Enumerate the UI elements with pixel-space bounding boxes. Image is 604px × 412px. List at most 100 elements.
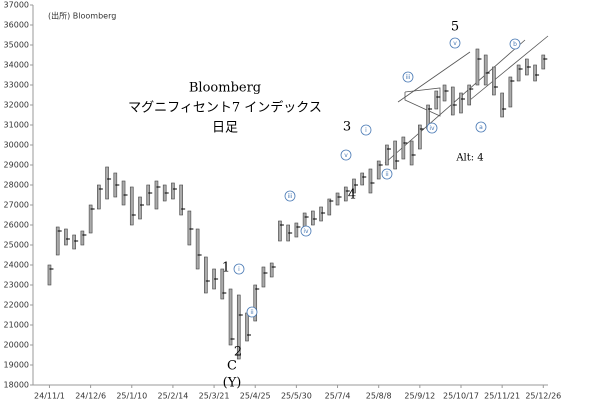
- x-tick-label: 24/11/1: [34, 392, 65, 401]
- sub-wave-marker: [381, 168, 393, 180]
- sub-wave-label: i: [365, 127, 367, 134]
- sub-wave-marker: [246, 306, 258, 318]
- price-bar: [269, 262, 274, 278]
- x-tick-label: 25/11/21: [484, 392, 520, 401]
- sub-wave-marker: [360, 124, 372, 136]
- y-tick-label: 25000: [4, 241, 29, 250]
- price-bar: [72, 234, 76, 250]
- y-tick-label: 24000: [4, 261, 29, 270]
- x-tick-label: 25/2/14: [157, 392, 188, 401]
- price-bar: [401, 136, 406, 160]
- price-bar: [343, 186, 348, 202]
- x-tick-label: 25/10/17: [443, 392, 479, 401]
- wave-label: 3: [343, 120, 351, 135]
- title-line: マグニフィセント7 インデックス: [128, 100, 322, 116]
- price-bar: [335, 192, 340, 206]
- wave-label: 5: [451, 20, 459, 35]
- y-tick-label: 36000: [4, 21, 29, 30]
- x-tick-label: 25/8/8: [366, 392, 392, 401]
- sub-wave-marker: [233, 263, 245, 275]
- price-bar: [236, 294, 241, 360]
- price-bar: [360, 172, 365, 186]
- y-tick-label: 20000: [4, 341, 29, 350]
- price-bar: [171, 182, 175, 200]
- x-tick-label: 25/9/12: [404, 392, 435, 401]
- price-bar: [352, 178, 356, 194]
- price-bar: [385, 144, 389, 166]
- wave-label: C: [227, 359, 237, 374]
- source-note: (出所) Bloomberg: [48, 11, 116, 21]
- sub-wave-marker: [509, 38, 521, 50]
- price-bar: [376, 160, 381, 180]
- price-bar: [245, 312, 249, 342]
- x-tick-label: 24/12/6: [75, 392, 106, 401]
- price-bar: [204, 256, 208, 294]
- price-bar: [434, 90, 439, 110]
- sub-wave-marker: [475, 121, 487, 133]
- price-bar: [220, 268, 225, 300]
- price-bar: [278, 220, 282, 242]
- x-tick-label: 25/12/26: [525, 392, 561, 401]
- price-bar: [483, 54, 488, 86]
- price-bar: [319, 206, 323, 222]
- sub-wave-marker: [449, 37, 461, 49]
- price-bar: [64, 228, 68, 246]
- sub-wave-label: i: [238, 266, 240, 273]
- price-bar: [393, 140, 397, 170]
- price-bar: [195, 228, 200, 270]
- sub-wave-marker: [340, 149, 352, 161]
- price-bar: [129, 186, 134, 226]
- sub-wave-marker: [402, 71, 414, 83]
- price-bar: [261, 266, 266, 288]
- y-tick-label: 21000: [4, 321, 29, 330]
- wave-label: 2: [234, 345, 242, 360]
- x-tick-label: 25/5/30: [281, 392, 312, 401]
- price-bar: [146, 184, 151, 206]
- price-bar: [55, 226, 60, 256]
- price-bar: [105, 166, 109, 200]
- sub-wave-label: iv: [303, 228, 309, 235]
- y-tick-label: 30000: [4, 141, 29, 150]
- sub-wave-label: iv: [429, 125, 435, 132]
- price-bar: [154, 180, 159, 210]
- y-tick-label: 29000: [4, 161, 29, 170]
- sub-wave-label: v: [344, 152, 348, 159]
- sub-wave-label: iii: [405, 74, 410, 81]
- price-bar: [327, 198, 332, 216]
- alt-label: Alt: 4: [455, 153, 483, 164]
- sub-wave-label: iii: [287, 193, 292, 200]
- y-tick-label: 32000: [4, 101, 29, 110]
- price-bar: [253, 284, 258, 322]
- y-tick-label: 26000: [4, 221, 29, 230]
- price-bar: [475, 48, 480, 86]
- sub-wave-marker: [300, 225, 312, 237]
- price-bar: [500, 92, 504, 118]
- price-bar: [368, 168, 373, 194]
- price-bar: [442, 84, 447, 102]
- title-line: 日足: [212, 121, 238, 136]
- price-bar: [533, 64, 537, 82]
- price-bar: [311, 210, 315, 226]
- sub-wave-label: a: [479, 124, 483, 131]
- price-bar: [541, 54, 546, 70]
- price-bar: [409, 140, 414, 166]
- x-tick-label: 25/1/10: [116, 392, 147, 401]
- y-tick-label: 31000: [4, 121, 29, 130]
- channel-lines: [384, 35, 549, 164]
- y-tick-label: 22000: [4, 301, 29, 310]
- title-line: Bloomberg: [189, 81, 261, 96]
- price-bar: [88, 204, 93, 234]
- price-bar: [97, 184, 101, 210]
- y-tick-label: 28000: [4, 181, 29, 190]
- sub-wave-label: ii: [385, 171, 389, 178]
- wave-label: 4: [348, 188, 356, 203]
- price-bar: [179, 184, 183, 216]
- price-bar: [47, 264, 52, 286]
- sub-wave-label: b: [513, 41, 517, 48]
- price-bar: [187, 210, 192, 246]
- price-bar: [80, 230, 85, 246]
- price-bar: [228, 288, 233, 346]
- sub-wave-marker: [426, 122, 438, 134]
- price-bar: [450, 86, 455, 116]
